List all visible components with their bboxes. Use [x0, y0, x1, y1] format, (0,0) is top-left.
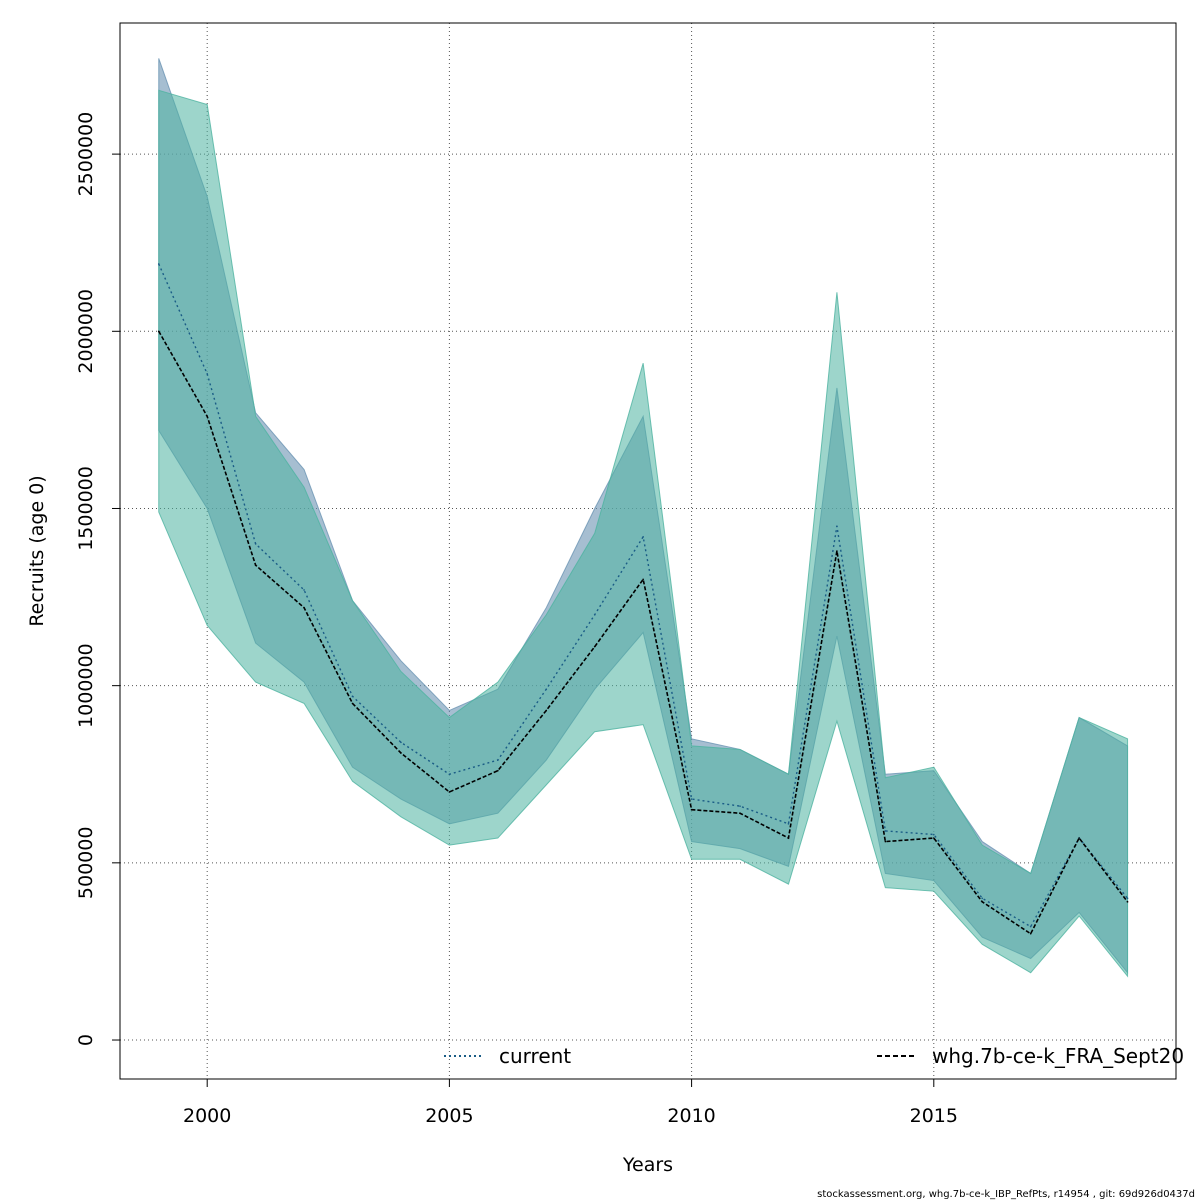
data-point [981, 901, 984, 903]
data-point [642, 536, 644, 538]
data-point [1029, 932, 1032, 935]
data-point [157, 263, 160, 265]
plot-frame [119, 22, 1177, 1080]
data-point [884, 840, 887, 843]
data-point [836, 550, 838, 552]
y-tick-label: 500000 [75, 827, 97, 900]
data-point [448, 791, 451, 793]
data-point [642, 578, 644, 581]
data-point [1078, 837, 1080, 839]
y-tick-label: 1000000 [75, 643, 97, 728]
data-point [739, 805, 741, 807]
confidence-bands [158, 58, 1129, 978]
x-tick-label: 2015 [910, 1105, 958, 1127]
footer-text: stockassessment.org, whg.7b-ce-k_IBP_Ref… [817, 1189, 1195, 1200]
series-line-current [158, 263, 1129, 928]
y-tick-label: 2000000 [75, 289, 97, 374]
data-point [739, 812, 741, 815]
x-tick-label: 2010 [667, 1105, 715, 1127]
data-point [690, 798, 693, 800]
y-tick-label: 1500000 [75, 466, 97, 551]
data-point [545, 709, 548, 712]
data-point [981, 897, 984, 900]
confidence-band-whg [158, 89, 1129, 978]
data-point [157, 330, 160, 333]
data-point [254, 564, 257, 566]
data-point [303, 589, 305, 591]
data-point [932, 833, 935, 836]
data-point [1126, 901, 1129, 903]
data-point [351, 702, 354, 705]
data-point [254, 543, 257, 545]
data-point [932, 837, 935, 839]
legend-label-whg: whg.7b-ce-k_FRA_Sept20 [932, 1044, 1184, 1068]
data-point [593, 645, 596, 648]
x-axis: 2000 2005 2010 2015 [183, 1079, 958, 1127]
y-tick-label: 0 [75, 1034, 97, 1046]
data-point [400, 752, 402, 754]
data-point [836, 525, 838, 527]
data-point [690, 808, 693, 811]
data-point [787, 823, 790, 825]
x-tick-label: 2000 [183, 1105, 231, 1127]
y-tick-label: 2500000 [75, 112, 97, 197]
x-tick-label: 2005 [425, 1105, 473, 1127]
data-point [1126, 897, 1129, 900]
data-point [351, 695, 354, 698]
data-point [497, 759, 499, 761]
y-axis: 0 500000 1000000 1500000 2000000 2500000 [75, 112, 120, 1046]
data-point [400, 741, 402, 744]
legend-label-current: current [499, 1044, 571, 1068]
data-point [206, 373, 208, 375]
data-point [593, 613, 596, 616]
data-point [206, 415, 208, 418]
legend: current whg.7b-ce-k_FRA_Sept20 [444, 1044, 1184, 1068]
y-axis-title: Recruits (age 0) [26, 475, 48, 626]
data-point [497, 769, 499, 772]
data-point [448, 773, 451, 776]
x-axis-title: Years [622, 1154, 673, 1176]
series-line-whg [158, 330, 1129, 935]
data-point [303, 606, 305, 609]
data-point [787, 837, 790, 839]
data-point [545, 688, 548, 691]
data-point [884, 830, 887, 832]
series-lines [157, 263, 1129, 935]
data-point [1029, 925, 1032, 928]
